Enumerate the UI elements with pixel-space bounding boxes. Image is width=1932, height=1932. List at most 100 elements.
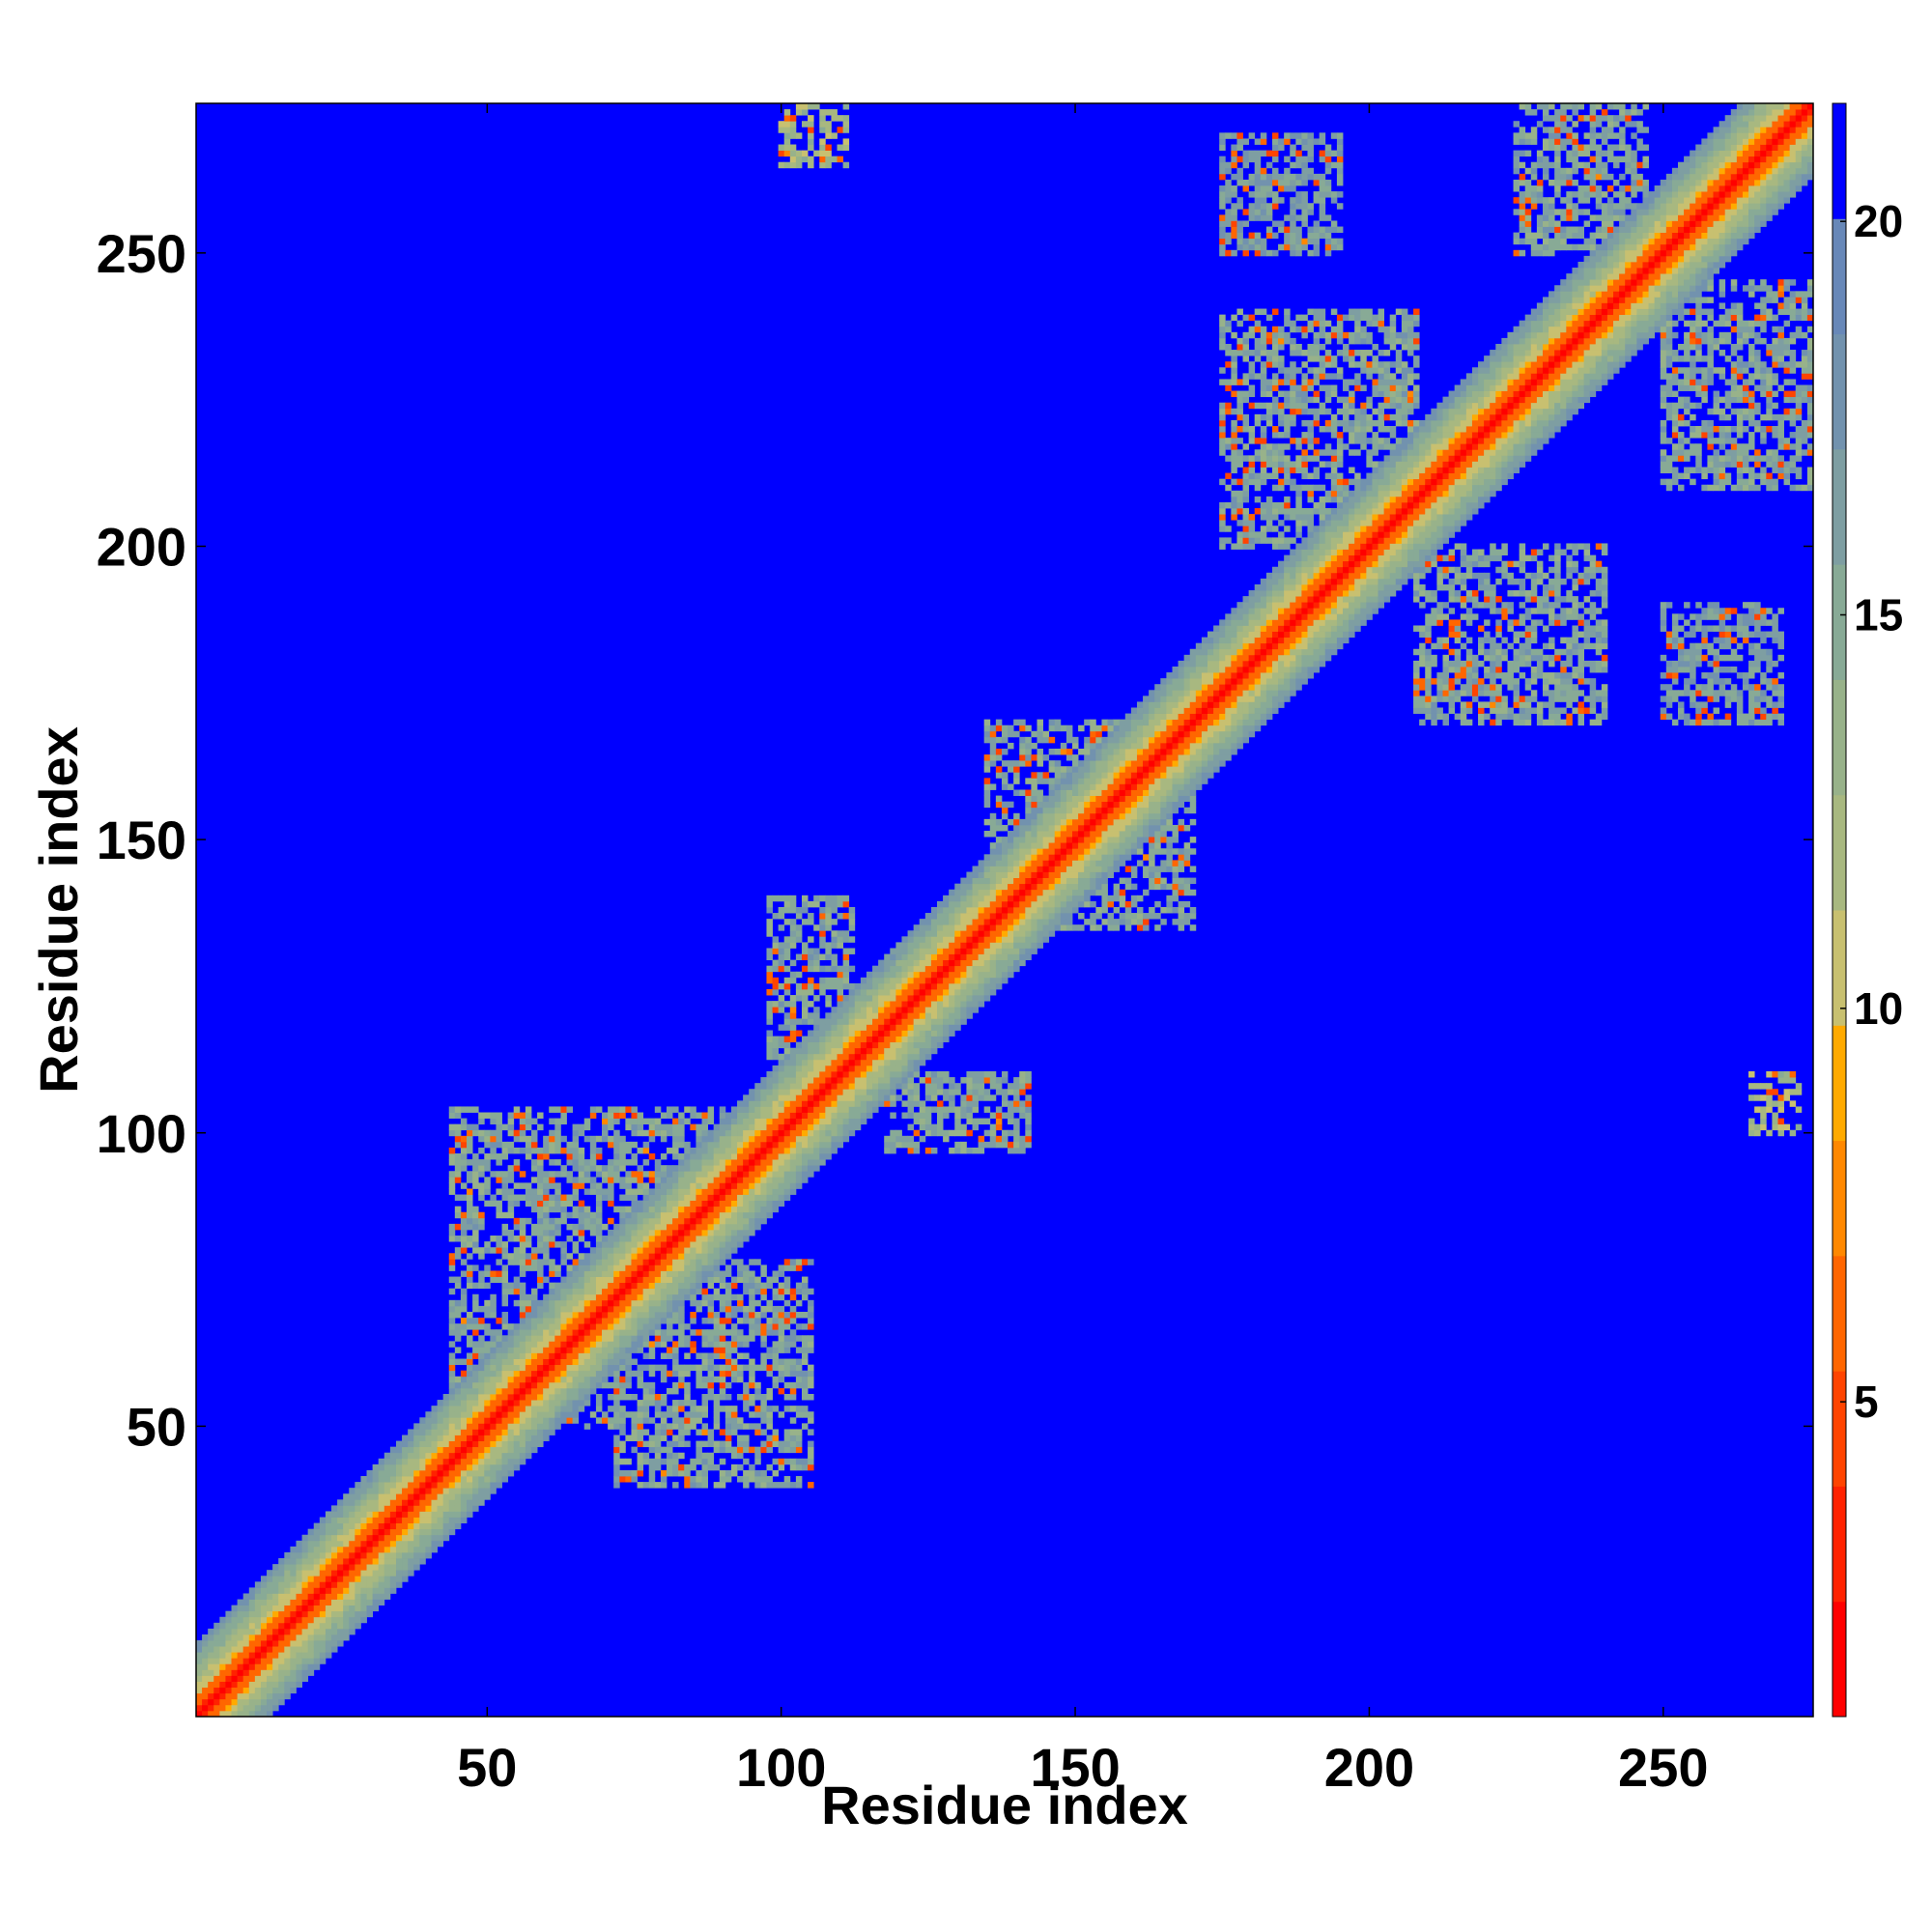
heatmap-cell (242, 1704, 250, 1712)
heatmap-cell (225, 1692, 232, 1700)
heatmap-cell (355, 1505, 361, 1512)
heatmap-cell (860, 1118, 867, 1125)
heatmap-cell (749, 1358, 755, 1366)
heatmap-cell (842, 959, 850, 967)
heatmap-cell (496, 1469, 502, 1477)
heatmap-cell (537, 1318, 544, 1324)
heatmap-cell (943, 995, 950, 1002)
heatmap-cell (589, 1282, 597, 1290)
heatmap-cell (572, 1276, 580, 1284)
heatmap-cell (801, 895, 809, 902)
heatmap-cell (572, 1299, 580, 1307)
heatmap-cell (496, 1370, 502, 1378)
heatmap-cell (924, 1118, 932, 1125)
heatmap-cell (760, 1200, 767, 1208)
heatmap-cell (760, 1394, 767, 1401)
heatmap-cell (778, 1123, 785, 1131)
heatmap-cell (743, 1217, 750, 1225)
heatmap-cell (572, 1270, 580, 1277)
heatmap-cell (713, 1264, 721, 1271)
heatmap-cell (701, 1429, 708, 1435)
heatmap-cell (778, 1182, 785, 1189)
heatmap-cell (789, 1065, 797, 1072)
heatmap-cell (813, 895, 820, 902)
heatmap-cell (460, 1406, 468, 1412)
heatmap-cell (937, 977, 944, 984)
heatmap-cell (696, 1381, 702, 1389)
heatmap-cell (730, 1370, 738, 1378)
heatmap-cell (660, 1236, 668, 1242)
heatmap-cell (208, 1634, 214, 1641)
heatmap-cell (943, 895, 950, 902)
heatmap-cell (490, 1476, 497, 1483)
heatmap-cell (701, 1123, 708, 1131)
heatmap-cell (560, 1282, 567, 1290)
heatmap-cell (384, 1476, 391, 1483)
heatmap-cell (242, 1605, 250, 1612)
heatmap-cell (907, 1007, 915, 1013)
heatmap-cell (648, 1364, 656, 1372)
heatmap-cell (254, 1692, 262, 1700)
heatmap-cell (783, 919, 791, 925)
heatmap-cell (507, 1200, 515, 1208)
heatmap-cell (684, 1270, 691, 1277)
heatmap-cell (772, 1153, 780, 1160)
heatmap-cell (837, 895, 843, 902)
heatmap-cell (219, 1663, 226, 1670)
heatmap-cell (701, 1469, 708, 1477)
heatmap-cell (696, 1458, 702, 1465)
heatmap-cell (595, 1253, 603, 1260)
heatmap-cell (454, 1194, 462, 1201)
heatmap-cell (766, 1423, 773, 1430)
heatmap-cell (924, 1129, 932, 1137)
heatmap-cell (766, 1482, 773, 1489)
heatmap-cell (448, 1358, 456, 1366)
heatmap-cell (278, 1610, 285, 1618)
heatmap-cell (625, 1335, 632, 1342)
heatmap-cell (448, 1188, 456, 1195)
heatmap-cell (778, 906, 785, 914)
heatmap-cell (701, 1463, 708, 1471)
heatmap-cell (878, 988, 885, 996)
heatmap-cell (801, 906, 809, 914)
heatmap-cell (242, 1658, 250, 1664)
heatmap-cell (789, 995, 797, 1002)
heatmap-cell (831, 1118, 838, 1125)
heatmap-cell (672, 1387, 679, 1395)
heatmap-cell (254, 1646, 262, 1653)
heatmap-cell (795, 1288, 803, 1295)
heatmap-cell (613, 1423, 620, 1430)
heatmap-cell (260, 1581, 268, 1588)
heatmap-cell (831, 982, 838, 990)
heatmap-cell (560, 1293, 567, 1301)
heatmap-cell (848, 1129, 856, 1137)
heatmap-cell (760, 1341, 767, 1348)
heatmap-cell (848, 919, 856, 925)
heatmap-cell (331, 1540, 338, 1548)
heatmap-cell (943, 1135, 950, 1143)
heatmap-cell (484, 1387, 491, 1395)
heatmap-cell (560, 1329, 567, 1336)
heatmap-cell (783, 1153, 791, 1160)
heatmap-cell (913, 942, 921, 949)
heatmap-cell (448, 1446, 456, 1454)
heatmap-cell (795, 156, 803, 163)
heatmap-cell (460, 1476, 468, 1483)
heatmap-cell (472, 1417, 479, 1424)
heatmap-cell (490, 1135, 497, 1143)
heatmap-cell (389, 1469, 397, 1477)
heatmap-cell (583, 1177, 591, 1183)
heatmap-cell (795, 1047, 803, 1055)
heatmap-cell (572, 1364, 580, 1372)
heatmap-cell (943, 1089, 950, 1095)
heatmap-cell (442, 1429, 450, 1435)
heatmap-cell (654, 1429, 662, 1435)
heatmap-cell (901, 959, 908, 967)
heatmap-cell (819, 161, 826, 169)
heatmap-cell (801, 1129, 809, 1137)
heatmap-cell (660, 1311, 668, 1319)
heatmap-cell (813, 1106, 820, 1113)
heatmap-cell (943, 900, 950, 908)
heatmap-cell (924, 1036, 932, 1043)
heatmap-cell (237, 1652, 244, 1659)
